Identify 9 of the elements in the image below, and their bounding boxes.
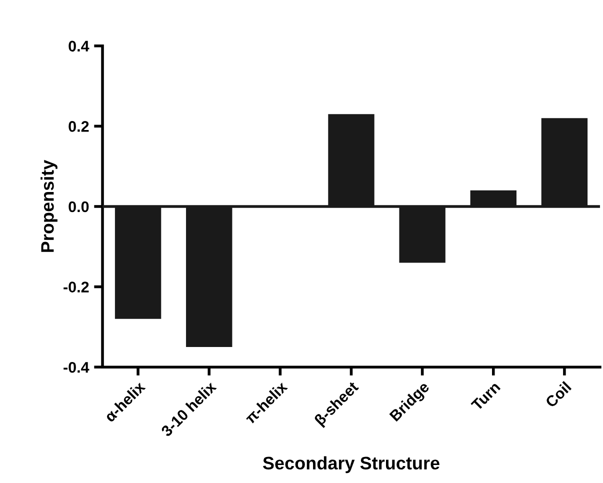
x-tick-label: Coil [544, 381, 572, 408]
y-tick-label: 0.4 [68, 40, 90, 52]
y-tick-label: 0.2 [68, 121, 89, 132]
x-tick-label: Turn [470, 381, 501, 412]
y-tick-label: 0.0 [68, 201, 89, 212]
x-axis-title: Secondary Structure [262, 456, 440, 474]
y-tick-label: -0.2 [64, 282, 89, 292]
y-axis-title: Propensity [40, 160, 58, 252]
y-tick-label: -0.4 [64, 362, 90, 373]
